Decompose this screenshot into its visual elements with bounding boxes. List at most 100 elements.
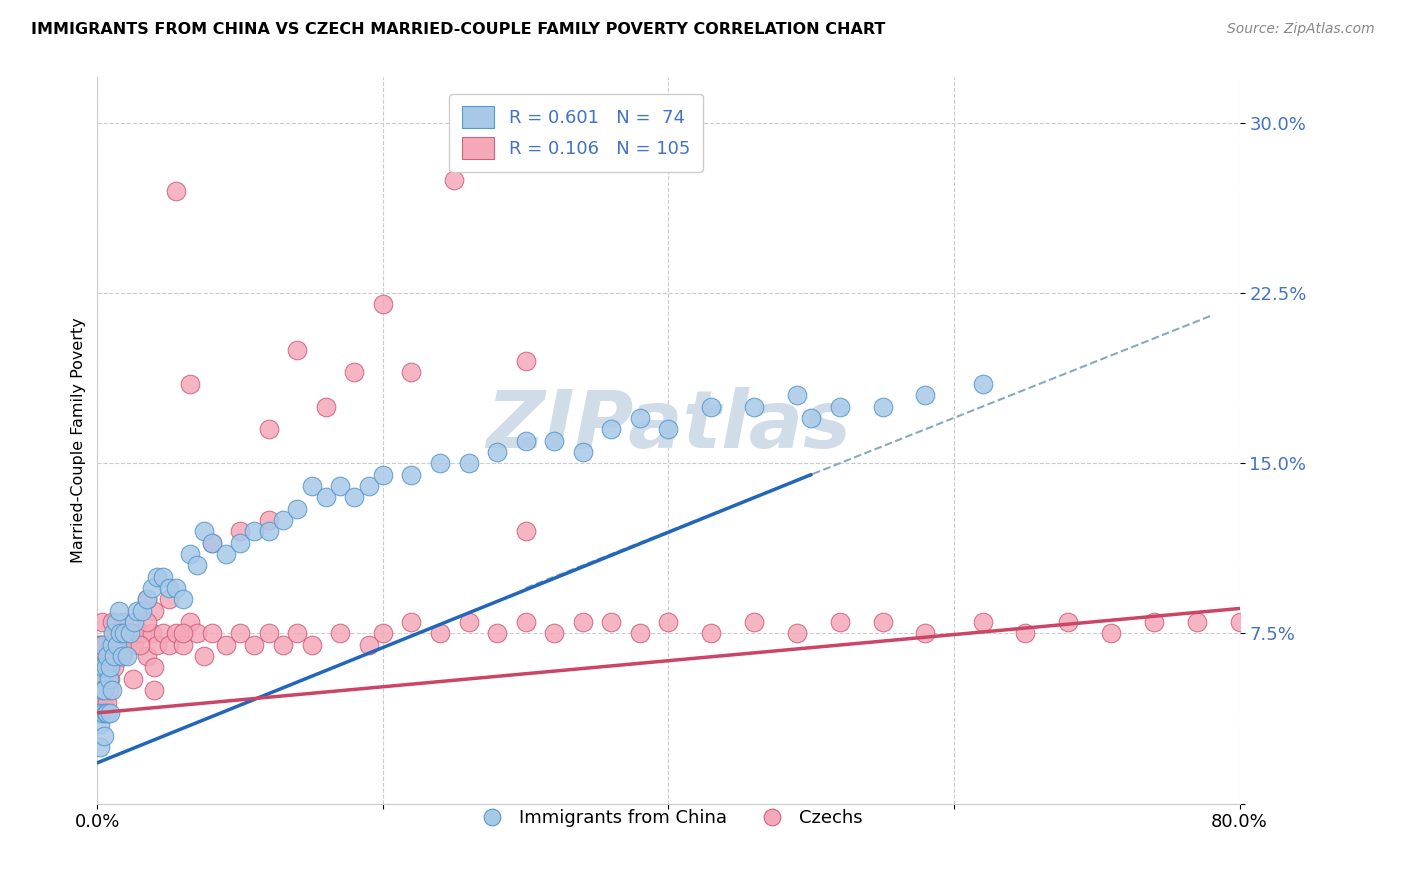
Point	[100, 638, 122, 652]
Point	[124, 615, 146, 629]
Text: ZIPatlas: ZIPatlas	[486, 387, 851, 465]
Point	[108, 626, 131, 640]
Point	[628, 626, 651, 640]
Point	[200, 626, 222, 640]
Point	[186, 626, 208, 640]
Point	[193, 524, 215, 539]
Point	[285, 501, 308, 516]
Point	[96, 660, 118, 674]
Point	[100, 615, 122, 629]
Point	[97, 672, 120, 686]
Point	[329, 626, 352, 640]
Point	[131, 604, 153, 618]
Point	[87, 638, 110, 652]
Point	[657, 422, 679, 436]
Point	[786, 626, 808, 640]
Point	[872, 400, 894, 414]
Point	[143, 683, 166, 698]
Point	[111, 649, 134, 664]
Point	[90, 638, 112, 652]
Point	[136, 592, 159, 607]
Point	[257, 422, 280, 436]
Point	[257, 626, 280, 640]
Point	[628, 410, 651, 425]
Point	[89, 683, 111, 698]
Point	[93, 660, 115, 674]
Point	[131, 626, 153, 640]
Point	[229, 535, 252, 549]
Point	[141, 626, 163, 640]
Point	[93, 683, 115, 698]
Point	[271, 638, 294, 652]
Point	[515, 434, 537, 448]
Point	[257, 513, 280, 527]
Point	[200, 535, 222, 549]
Point	[105, 638, 128, 652]
Point	[146, 570, 169, 584]
Point	[114, 615, 136, 629]
Point	[243, 638, 266, 652]
Point	[91, 638, 114, 652]
Point	[90, 660, 112, 674]
Point	[91, 660, 114, 674]
Point	[285, 626, 308, 640]
Point	[1143, 615, 1166, 629]
Point	[122, 672, 145, 686]
Point	[157, 638, 180, 652]
Point	[401, 615, 423, 629]
Point	[101, 638, 124, 652]
Point	[96, 649, 118, 664]
Point	[828, 400, 851, 414]
Point	[972, 615, 994, 629]
Point	[457, 615, 479, 629]
Point	[127, 604, 149, 618]
Point	[105, 649, 128, 664]
Point	[100, 683, 122, 698]
Point	[93, 729, 115, 743]
Point	[429, 456, 451, 470]
Point	[215, 547, 238, 561]
Point	[87, 660, 110, 674]
Point	[165, 184, 187, 198]
Point	[315, 490, 337, 504]
Point	[543, 434, 565, 448]
Point	[179, 615, 201, 629]
Point	[100, 649, 122, 664]
Point	[157, 581, 180, 595]
Point	[315, 400, 337, 414]
Point	[515, 615, 537, 629]
Text: IMMIGRANTS FROM CHINA VS CZECH MARRIED-COUPLE FAMILY POVERTY CORRELATION CHART: IMMIGRANTS FROM CHINA VS CZECH MARRIED-C…	[31, 22, 886, 37]
Point	[98, 706, 121, 720]
Point	[89, 672, 111, 686]
Point	[257, 524, 280, 539]
Point	[600, 615, 623, 629]
Point	[89, 739, 111, 754]
Point	[94, 638, 117, 652]
Point	[87, 706, 110, 720]
Point	[103, 649, 125, 664]
Point	[114, 626, 136, 640]
Point	[93, 649, 115, 664]
Point	[914, 388, 936, 402]
Point	[371, 626, 394, 640]
Point	[571, 615, 593, 629]
Point	[90, 706, 112, 720]
Point	[91, 706, 114, 720]
Point	[742, 400, 765, 414]
Point	[543, 626, 565, 640]
Point	[96, 706, 118, 720]
Point	[1229, 615, 1251, 629]
Point	[193, 649, 215, 664]
Point	[700, 626, 723, 640]
Point	[243, 524, 266, 539]
Point	[401, 467, 423, 482]
Point	[429, 626, 451, 640]
Point	[172, 638, 194, 652]
Point	[486, 626, 509, 640]
Point	[301, 479, 323, 493]
Point	[515, 354, 537, 368]
Point	[107, 604, 129, 618]
Point	[136, 649, 159, 664]
Point	[172, 626, 194, 640]
Point	[371, 467, 394, 482]
